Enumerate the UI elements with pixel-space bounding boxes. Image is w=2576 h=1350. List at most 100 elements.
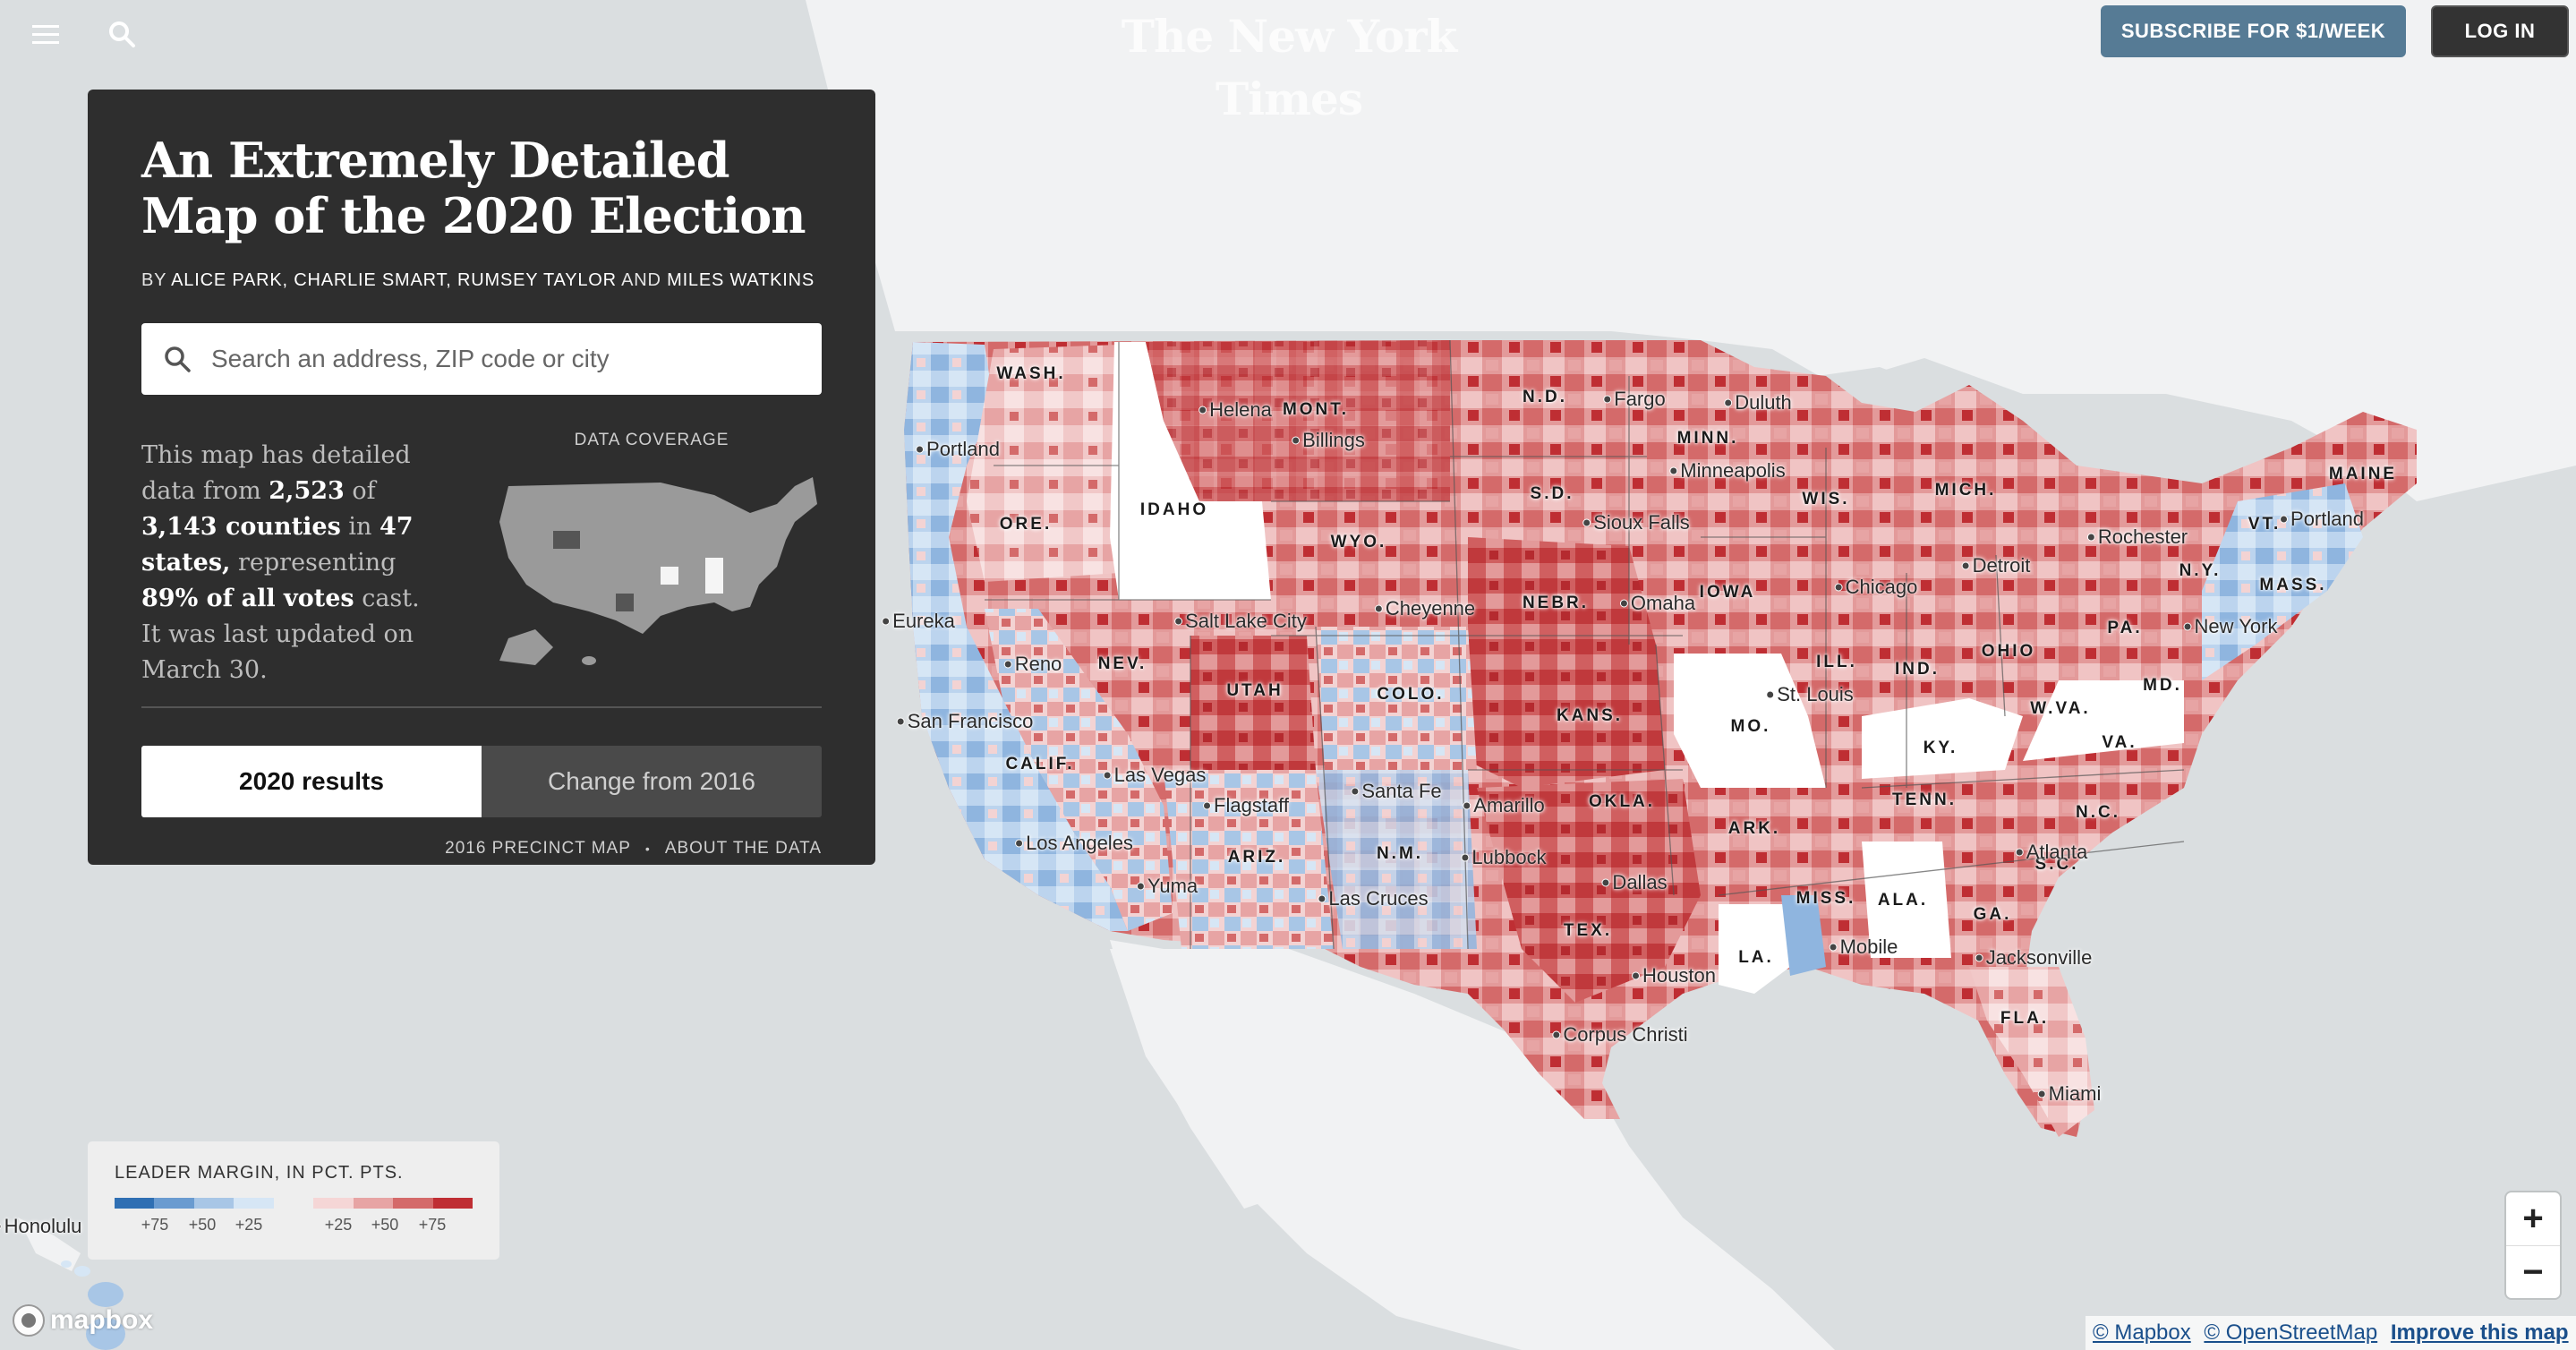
state-label-ala: ALA. bbox=[1877, 891, 1929, 910]
counties-covered: 2,523 bbox=[269, 477, 345, 505]
legend-tick-dem: +50 bbox=[188, 1216, 217, 1234]
state-label-ny: N.Y. bbox=[2179, 561, 2222, 580]
state-label-sd: S.D. bbox=[1530, 484, 1574, 503]
state-label-idaho: IDAHO bbox=[1139, 500, 1209, 519]
city-label-omaha: Omaha bbox=[1630, 592, 1696, 614]
osm-attribution-link[interactable]: © OpenStreetMap bbox=[2204, 1320, 2378, 1345]
legend-swatch bbox=[234, 1198, 274, 1209]
state-label-maine: MAINE bbox=[2328, 465, 2398, 483]
coverage-figure: DATA COVERAGE bbox=[482, 431, 822, 688]
zoom-in-button[interactable]: + bbox=[2506, 1192, 2560, 1246]
panel-links: 2016 PRECINCT MAP • ABOUT THE DATA bbox=[141, 839, 822, 859]
state-label-mo: MO. bbox=[1730, 717, 1771, 736]
state-label-wva: W.VA. bbox=[2030, 699, 2091, 718]
state-label-nd: N.D. bbox=[1523, 388, 1567, 406]
city-label-yuma: Yuma bbox=[1147, 875, 1198, 897]
legend-ticks: +75 +50 +25 +25 +50 +75 bbox=[115, 1216, 473, 1237]
state-label-ohio: OHIO bbox=[1981, 642, 2036, 661]
city-label-fargo: Fargo bbox=[1614, 388, 1666, 410]
mapbox-logo[interactable]: mapbox bbox=[11, 1303, 153, 1338]
link-2016-precinct-map[interactable]: 2016 PRECINCT MAP bbox=[445, 839, 631, 858]
hamburger-menu-icon[interactable] bbox=[30, 18, 63, 50]
city-label-billings: Billings bbox=[1302, 429, 1365, 451]
tab-2020-results[interactable]: 2020 results bbox=[141, 746, 482, 817]
zoom-control: + − bbox=[2506, 1192, 2560, 1298]
legend-swatch bbox=[115, 1198, 155, 1209]
state-label-ind: IND. bbox=[1895, 660, 1940, 679]
state-label-fla: FLA. bbox=[2000, 1009, 2050, 1028]
coverage-description: This map has detailed data from 2,523 of… bbox=[141, 438, 428, 688]
state-label-ore: ORE. bbox=[999, 515, 1053, 534]
mapbox-attribution-link[interactable]: © Mapbox bbox=[2093, 1320, 2191, 1345]
city-label-duluth: Duluth bbox=[1735, 391, 1792, 414]
city-label-helena: Helena bbox=[1209, 398, 1272, 421]
coverage-text-part: of bbox=[344, 477, 376, 505]
city-label-santa-fe: Santa Fe bbox=[1361, 780, 1442, 802]
city-label-honolulu: Honolulu bbox=[4, 1215, 82, 1237]
coverage-text-part: This map has detailed data from bbox=[141, 441, 411, 505]
city-label-miami: Miami bbox=[2048, 1082, 2102, 1105]
state-label-kans: KANS. bbox=[1556, 706, 1624, 725]
counties-total: 3,143 counties bbox=[141, 513, 341, 541]
coverage-text-part: in bbox=[340, 513, 380, 541]
byline-and: AND bbox=[616, 270, 668, 290]
zoom-out-button[interactable]: − bbox=[2522, 1252, 2544, 1292]
link-separator: • bbox=[644, 841, 651, 856]
states-count: 47 states, bbox=[141, 513, 414, 577]
city-label-rochester: Rochester bbox=[2097, 525, 2188, 548]
city-label-minneapolis: Minneapolis bbox=[1680, 459, 1786, 482]
state-label-pa: PA. bbox=[2107, 619, 2143, 637]
city-label-las-cruces: Las Cruces bbox=[1328, 887, 1429, 910]
city-label-flagstaff: Flagstaff bbox=[1214, 794, 1289, 816]
address-search-input[interactable] bbox=[209, 344, 786, 374]
login-button[interactable]: LOG IN bbox=[2431, 5, 2569, 57]
city-label-detroit: Detroit bbox=[1972, 554, 2031, 577]
margin-legend: LEADER MARGIN, IN PCT. PTS. +75 +50 +25 … bbox=[88, 1141, 499, 1260]
state-label-ark: ARK. bbox=[1727, 819, 1781, 838]
nyt-logo[interactable]: The New York Times bbox=[1121, 10, 1457, 125]
info-panel: An Extremely Detailed Map of the 2020 El… bbox=[88, 90, 875, 865]
address-search-box[interactable] bbox=[141, 323, 822, 395]
data-coverage-section: This map has detailed data from 2,523 of… bbox=[141, 431, 822, 688]
tab-change-from-2016[interactable]: Change from 2016 bbox=[482, 746, 822, 817]
city-label-eureka: Eureka bbox=[892, 610, 955, 632]
city-label-houston: Houston bbox=[1642, 964, 1716, 987]
city-label-lubbock: Lubbock bbox=[1471, 846, 1547, 868]
city-label-portland-me: Portland bbox=[2290, 508, 2364, 530]
byline-prefix: BY bbox=[141, 270, 172, 290]
state-label-vt: VT. bbox=[2248, 515, 2282, 534]
city-label-salt-lake-city: Salt Lake City bbox=[1185, 610, 1307, 632]
votes-share: 89% of all votes bbox=[141, 585, 354, 612]
city-label-new-york: New York bbox=[2194, 615, 2278, 637]
legend-swatch bbox=[154, 1198, 194, 1209]
state-label-miss: MISS. bbox=[1796, 889, 1856, 908]
city-label-los-angeles: Los Angeles bbox=[1026, 832, 1133, 854]
state-label-mass: MASS. bbox=[2259, 576, 2327, 594]
state-label-ky: KY. bbox=[1923, 739, 1958, 757]
state-label-ga: GA. bbox=[1973, 905, 2012, 924]
legend-swatch bbox=[193, 1198, 235, 1209]
state-label-wash: WASH. bbox=[996, 364, 1066, 383]
improve-map-link[interactable]: Improve this map bbox=[2390, 1320, 2569, 1345]
legend-swatch bbox=[393, 1198, 433, 1209]
view-mode-toggle: 2020 results Change from 2016 bbox=[141, 746, 822, 817]
search-icon[interactable] bbox=[106, 18, 138, 50]
city-label-jacksonville: Jacksonville bbox=[1985, 946, 2093, 969]
state-label-nm: N.M. bbox=[1376, 844, 1424, 863]
state-label-la: LA. bbox=[1738, 948, 1774, 967]
city-label-las-vegas: Las Vegas bbox=[1113, 764, 1207, 786]
city-label-reno: Reno bbox=[1014, 653, 1062, 675]
city-label-dallas: Dallas bbox=[1612, 871, 1668, 893]
state-label-tenn: TENN. bbox=[1892, 790, 1957, 809]
state-label-nev: NEV. bbox=[1097, 654, 1147, 673]
state-label-utah: UTAH bbox=[1226, 681, 1284, 700]
city-label-mobile: Mobile bbox=[1839, 936, 1898, 958]
link-about-the-data[interactable]: ABOUT THE DATA bbox=[664, 839, 822, 858]
state-label-nc: N.C. bbox=[2076, 803, 2120, 822]
subscribe-button[interactable]: SUBSCRIBE FOR $1/WEEK bbox=[2101, 5, 2406, 57]
state-label-ariz: ARIZ. bbox=[1227, 848, 1286, 867]
panel-divider bbox=[141, 706, 822, 708]
page-title: An Extremely Detailed Map of the 2020 El… bbox=[141, 132, 806, 244]
coverage-mini-map bbox=[499, 477, 817, 665]
